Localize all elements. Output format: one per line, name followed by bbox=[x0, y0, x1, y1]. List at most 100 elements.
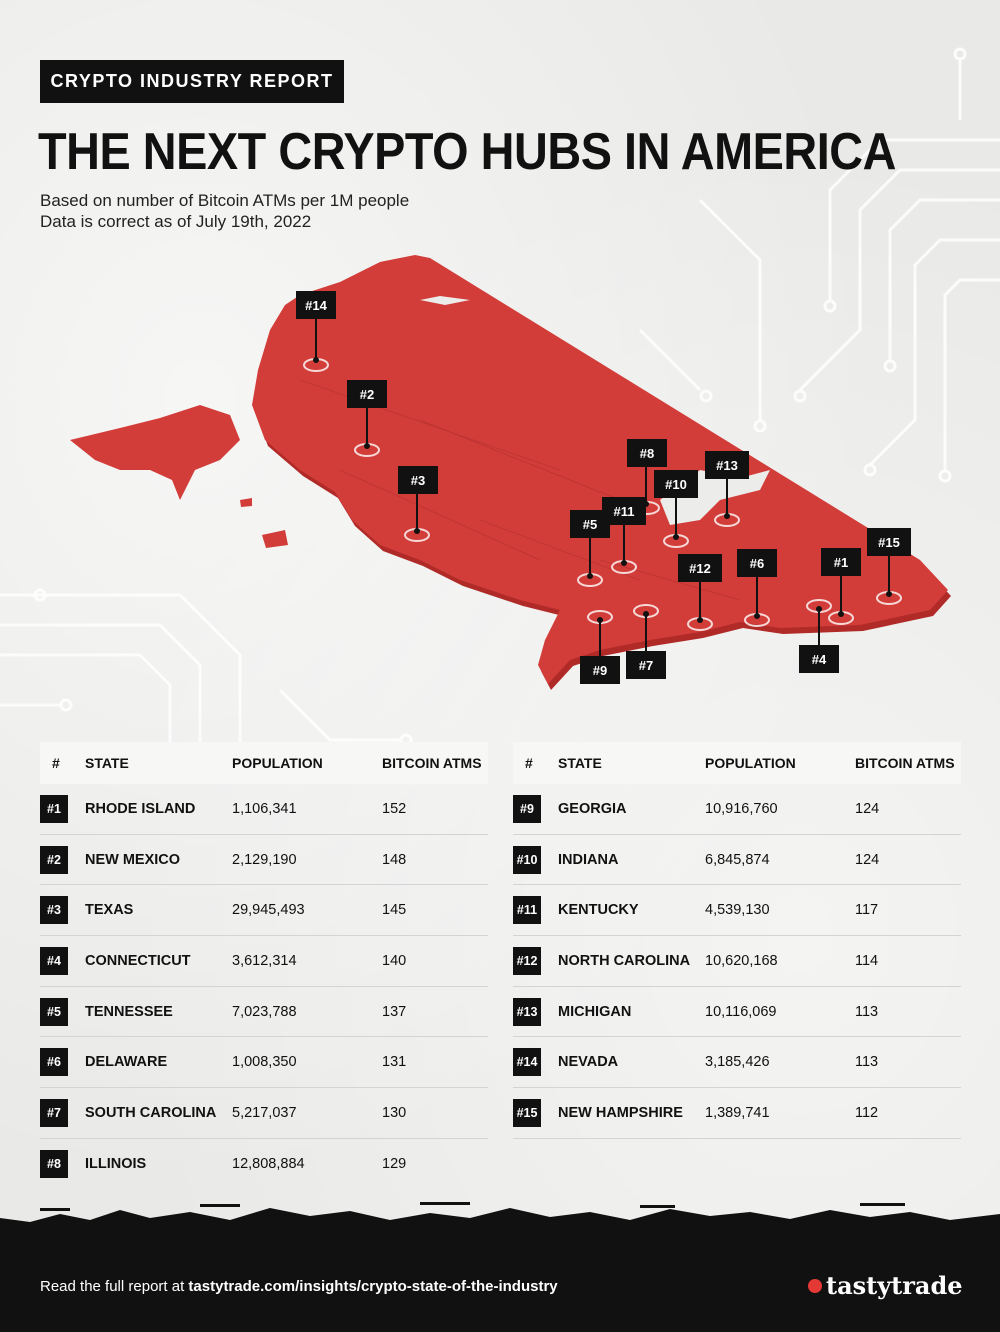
atm-count: 114 bbox=[855, 952, 879, 969]
table-header: # STATE POPULATION BITCOIN ATMS bbox=[40, 742, 488, 784]
population-value: 5,217,037 bbox=[232, 1104, 297, 1121]
rank-badge: #1 bbox=[40, 794, 68, 823]
marker-7: #7 bbox=[626, 604, 666, 679]
svg-text:#14: #14 bbox=[305, 298, 327, 313]
state-name: NEW MEXICO bbox=[85, 851, 181, 868]
table-row: #15 NEW HAMPSHIRE 1,389,741 112 bbox=[513, 1088, 961, 1139]
marker-14: #14 bbox=[296, 291, 336, 372]
svg-text:#8: #8 bbox=[640, 446, 654, 461]
cherry-icon bbox=[808, 1278, 822, 1293]
rank-badge: #15 bbox=[513, 1098, 541, 1127]
rank-badge: #4 bbox=[40, 946, 68, 975]
atm-count: 145 bbox=[382, 902, 407, 919]
atm-count: 117 bbox=[855, 902, 879, 919]
state-name: INDIANA bbox=[558, 851, 619, 868]
population-value: 4,539,130 bbox=[705, 902, 770, 919]
rank-badge: #2 bbox=[40, 845, 68, 874]
rank-badge: #3 bbox=[40, 896, 68, 925]
state-name: TENNESSEE bbox=[85, 1003, 173, 1020]
report-tag: CRYPTO INDUSTRY REPORT bbox=[40, 60, 344, 103]
atm-count: 113 bbox=[855, 1054, 879, 1071]
population-value: 3,612,314 bbox=[232, 952, 297, 969]
table-row: #12 NORTH CAROLINA 10,620,168 114 bbox=[513, 936, 961, 987]
population-value: 1,389,741 bbox=[705, 1104, 770, 1121]
state-name: GEORGIA bbox=[558, 800, 627, 817]
table-row: #1 RHODE ISLAND 1,106,341 152 bbox=[40, 784, 488, 835]
atm-count: 130 bbox=[382, 1104, 407, 1121]
state-name: RHODE ISLAND bbox=[85, 800, 196, 817]
svg-text:#7: #7 bbox=[639, 658, 653, 673]
header-rank: # bbox=[52, 755, 60, 771]
svg-text:#9: #9 bbox=[593, 663, 607, 678]
population-value: 12,808,884 bbox=[232, 1155, 305, 1172]
subtitle-line-2: Data is correct as of July 19th, 2022 bbox=[40, 212, 312, 231]
atm-count: 129 bbox=[382, 1155, 407, 1172]
atm-count: 124 bbox=[855, 851, 880, 868]
state-name: MICHIGAN bbox=[558, 1003, 632, 1020]
svg-text:#12: #12 bbox=[689, 561, 711, 576]
atm-count: 152 bbox=[382, 800, 407, 817]
atm-count: 131 bbox=[382, 1054, 407, 1071]
header-atms: BITCOIN ATMS bbox=[855, 755, 955, 771]
header-rank: # bbox=[525, 755, 533, 771]
atm-count: 113 bbox=[855, 1003, 879, 1020]
footer-prefix: Read the full report at bbox=[40, 1278, 189, 1295]
header-state: STATE bbox=[558, 755, 602, 771]
page-title: THE NEXT CRYPTO HUBS IN AMERICA bbox=[38, 123, 896, 181]
state-name: NEVADA bbox=[558, 1054, 619, 1071]
map-markers: #14 #2 #3 #8 bbox=[296, 291, 911, 684]
atm-count: 137 bbox=[382, 1003, 407, 1020]
atm-count: 112 bbox=[855, 1104, 879, 1121]
population-value: 10,620,168 bbox=[705, 952, 778, 969]
state-name: CONNECTICUT bbox=[85, 952, 191, 969]
marker-10: #10 bbox=[654, 470, 698, 548]
state-name: NEW HAMPSHIRE bbox=[558, 1104, 683, 1121]
ranking-table-right: # STATE POPULATION BITCOIN ATMS #9 GEORG… bbox=[513, 742, 961, 1139]
table-row: #7 SOUTH CAROLINA 5,217,037 130 bbox=[40, 1088, 488, 1139]
table-row: #3 TEXAS 29,945,493 145 bbox=[40, 885, 488, 937]
header-population: POPULATION bbox=[705, 755, 796, 771]
state-name: KENTUCKY bbox=[558, 902, 639, 919]
marker-2: #2 bbox=[347, 380, 387, 457]
atm-count: 148 bbox=[382, 851, 407, 868]
table-row: #8 ILLINOIS 12,808,884 129 bbox=[40, 1139, 488, 1189]
state-name: DELAWARE bbox=[85, 1054, 168, 1071]
population-value: 1,106,341 bbox=[232, 800, 297, 817]
population-value: 7,023,788 bbox=[232, 1003, 297, 1020]
state-name: ILLINOIS bbox=[85, 1155, 147, 1172]
svg-text:#4: #4 bbox=[812, 652, 827, 667]
table-header: # STATE POPULATION BITCOIN ATMS bbox=[513, 742, 961, 784]
footer-text: Read the full report at tastytrade.com/i… bbox=[40, 1278, 558, 1295]
population-value: 10,916,760 bbox=[705, 800, 778, 817]
atm-count: 140 bbox=[382, 952, 407, 969]
state-name: SOUTH CAROLINA bbox=[85, 1104, 217, 1121]
header-population: POPULATION bbox=[232, 755, 323, 771]
rank-badge: #14 bbox=[513, 1048, 541, 1077]
svg-text:#1: #1 bbox=[834, 555, 848, 570]
header-state: STATE bbox=[85, 755, 129, 771]
table-row: #11 KENTUCKY 4,539,130 117 bbox=[513, 885, 961, 937]
svg-text:#11: #11 bbox=[614, 504, 635, 519]
rank-badge: #8 bbox=[40, 1149, 68, 1178]
report-link[interactable]: tastytrade.com/insights/crypto-state-of-… bbox=[188, 1278, 558, 1295]
svg-text:#10: #10 bbox=[665, 477, 687, 492]
marker-15: #15 bbox=[867, 528, 911, 605]
rank-badge: #7 bbox=[40, 1098, 68, 1127]
rank-badge: #11 bbox=[513, 896, 541, 925]
subtitle-line-1: Based on number of Bitcoin ATMs per 1M p… bbox=[40, 191, 410, 210]
marker-13: #13 bbox=[705, 451, 749, 527]
svg-text:#2: #2 bbox=[360, 387, 374, 402]
table-row: #5 TENNESSEE 7,023,788 137 bbox=[40, 987, 488, 1038]
header-atms: BITCOIN ATMS bbox=[382, 755, 482, 771]
us-map: #14 #2 #3 #8 bbox=[70, 255, 951, 690]
ranking-table-left: # STATE POPULATION BITCOIN ATMS #1 RHODE… bbox=[40, 742, 488, 1189]
table-row: #14 NEVADA 3,185,426 113 bbox=[513, 1037, 961, 1089]
table-row: #10 INDIANA 6,845,874 124 bbox=[513, 835, 961, 886]
population-value: 1,008,350 bbox=[232, 1054, 297, 1071]
marker-11: #11 bbox=[602, 497, 646, 574]
atm-count: 124 bbox=[855, 800, 880, 817]
rank-badge: #9 bbox=[513, 794, 541, 823]
map-alaska bbox=[70, 405, 240, 500]
population-value: 3,185,426 bbox=[705, 1054, 770, 1071]
footer bbox=[0, 1228, 1000, 1332]
